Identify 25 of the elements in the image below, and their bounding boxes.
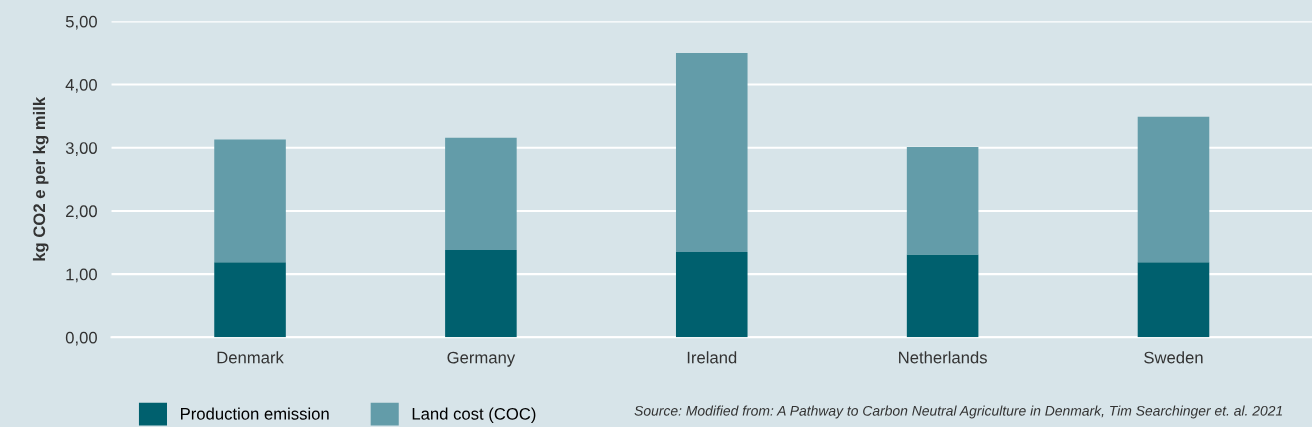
y-tick-label: 2,00	[66, 205, 97, 220]
x-tick-label: Sweden	[1144, 351, 1203, 364]
legend-label: Land cost (COC)	[412, 407, 536, 424]
x-tick-label: Denmark	[217, 351, 284, 364]
x-tick-label: Germany	[447, 351, 516, 367]
bar	[445, 250, 517, 338]
x-tick-label: Netherlands	[899, 351, 987, 364]
bar	[1137, 116, 1210, 263]
y-tick-label: 4,00	[65, 78, 97, 93]
source-note: Source: Modified from: A Pathway to Carbon Neutral Agriculture in Denmark, Tim Searchinger et. al. 2021	[634, 405, 1282, 419]
y-tick-label: 5,00	[65, 15, 97, 30]
bar	[214, 262, 286, 338]
bar	[214, 139, 286, 263]
bar	[1137, 262, 1210, 338]
bar	[675, 252, 748, 338]
legend-label: Production emission	[181, 407, 329, 420]
bar	[906, 254, 979, 338]
y-tick-label: 3,00	[65, 142, 97, 156]
bar	[906, 147, 979, 255]
y-axis-title: kg CO2 e per kg milk	[32, 96, 49, 261]
bar	[675, 52, 748, 253]
bar	[445, 137, 517, 251]
y-tick-label: 0,00	[65, 331, 97, 346]
y-tick-label: 1,00	[66, 268, 97, 283]
x-tick-label: Ireland	[687, 351, 737, 364]
